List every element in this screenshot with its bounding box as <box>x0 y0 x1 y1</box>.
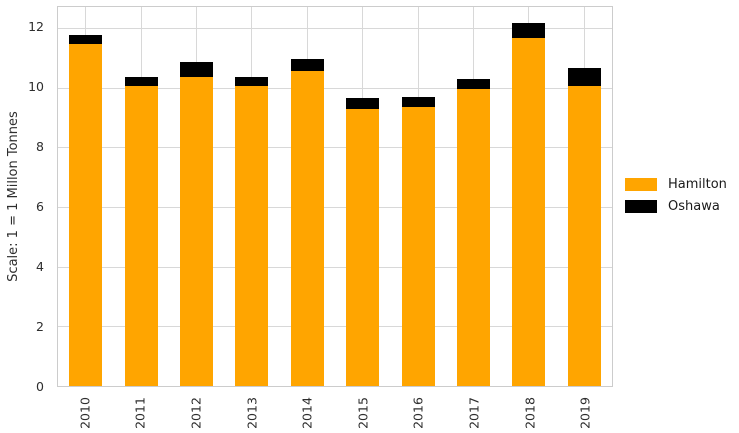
x-tick-2013: 2013 <box>224 391 280 433</box>
x-tick-2018: 2018 <box>502 391 558 433</box>
legend-swatch-oshawa <box>625 200 657 213</box>
x-tick-2019: 2019 <box>557 391 613 433</box>
bar-slot-2012 <box>169 7 224 386</box>
plot-area <box>57 6 613 387</box>
bar-2014 <box>290 59 324 386</box>
x-tick-2017: 2017 <box>446 391 502 433</box>
bar-slot-2011 <box>113 7 168 386</box>
bar-segment-hamilton-2016 <box>401 107 435 386</box>
bar-2018 <box>512 23 546 386</box>
bar-2017 <box>457 78 491 386</box>
bar-segment-hamilton-2015 <box>346 108 380 386</box>
gridline-y-8 <box>58 147 612 149</box>
x-tick-label-2019: 2019 <box>577 397 593 429</box>
x-tick-label-2015: 2015 <box>355 397 371 429</box>
bar-2011 <box>124 77 158 386</box>
x-tick-label-2010: 2010 <box>77 397 93 429</box>
y-tick-label-8: 8 <box>36 139 44 154</box>
legend-item-oshawa: Oshawa <box>625 199 727 214</box>
x-tick-label-2013: 2013 <box>244 397 260 429</box>
x-tick-2012: 2012 <box>168 391 224 433</box>
bar-slot-2015 <box>335 7 390 386</box>
bar-segment-hamilton-2013 <box>235 86 269 386</box>
x-tick-2014: 2014 <box>279 391 335 433</box>
y-tick-label-0: 0 <box>36 379 44 394</box>
bar-segment-oshawa-2017 <box>457 78 491 89</box>
bar-slot-2016 <box>390 7 445 386</box>
bar-segment-oshawa-2015 <box>346 98 380 109</box>
y-tick-label-6: 6 <box>36 199 44 214</box>
x-tick-2011: 2011 <box>113 391 169 433</box>
bar-2012 <box>180 62 213 386</box>
y-axis-ticks: 0 2 4 6 8 10 12 <box>0 6 51 394</box>
bar-2016 <box>401 96 435 386</box>
gridline-y-12 <box>58 27 612 29</box>
bar-2013 <box>235 77 269 386</box>
bar-slot-2013 <box>224 7 279 386</box>
bar-segment-hamilton-2010 <box>69 44 103 386</box>
gridline-y-4 <box>58 266 612 268</box>
bar-slot-2014 <box>280 7 335 386</box>
legend-label-oshawa: Oshawa <box>668 199 720 214</box>
bar-slot-2018 <box>501 7 556 386</box>
bar-segment-oshawa-2014 <box>290 59 324 71</box>
bar-2015 <box>346 98 380 386</box>
y-tick-label-2: 2 <box>36 319 44 334</box>
y-tick-label-10: 10 <box>28 79 44 94</box>
bar-slot-2019 <box>557 7 612 386</box>
x-tick-label-2018: 2018 <box>522 397 538 429</box>
bar-segment-hamilton-2011 <box>124 86 158 386</box>
x-tick-label-2014: 2014 <box>299 397 315 429</box>
bar-2019 <box>567 68 601 386</box>
bar-segment-oshawa-2013 <box>235 77 269 86</box>
bar-slots <box>58 7 612 386</box>
bar-slot-2010 <box>58 7 113 386</box>
bar-segment-hamilton-2012 <box>180 77 213 386</box>
x-tick-label-2017: 2017 <box>466 397 482 429</box>
gridline-y-10 <box>58 87 612 89</box>
bar-segment-oshawa-2012 <box>180 62 213 77</box>
bar-segment-hamilton-2017 <box>457 89 491 386</box>
bar-segment-hamilton-2014 <box>290 71 324 386</box>
bar-segment-oshawa-2018 <box>512 23 546 38</box>
bar-segment-oshawa-2016 <box>401 96 435 107</box>
bar-slot-2017 <box>446 7 501 386</box>
bar-2010 <box>69 35 103 386</box>
y-tick-label-4: 4 <box>36 259 44 274</box>
legend: Hamilton Oshawa <box>625 177 727 214</box>
x-tick-label-2012: 2012 <box>188 397 204 429</box>
legend-item-hamilton: Hamilton <box>625 177 727 192</box>
legend-swatch-hamilton <box>625 178 657 191</box>
x-tick-label-2016: 2016 <box>410 397 426 429</box>
gridline-y-2 <box>58 326 612 328</box>
bar-segment-oshawa-2019 <box>567 68 601 86</box>
bar-segment-hamilton-2018 <box>512 38 546 386</box>
x-tick-label-2011: 2011 <box>132 397 148 429</box>
x-tick-2010: 2010 <box>57 391 113 433</box>
x-tick-2016: 2016 <box>391 391 447 433</box>
legend-label-hamilton: Hamilton <box>668 177 727 192</box>
y-tick-label-12: 12 <box>28 19 44 34</box>
bar-segment-oshawa-2011 <box>124 77 158 86</box>
x-tick-2015: 2015 <box>335 391 391 433</box>
bar-segment-oshawa-2010 <box>69 35 103 44</box>
bar-segment-hamilton-2019 <box>567 86 601 386</box>
x-axis-ticks: 2010 2011 2012 2013 2014 2015 2016 2017 2018 2019 <box>57 391 613 433</box>
gridline-y-6 <box>58 206 612 208</box>
